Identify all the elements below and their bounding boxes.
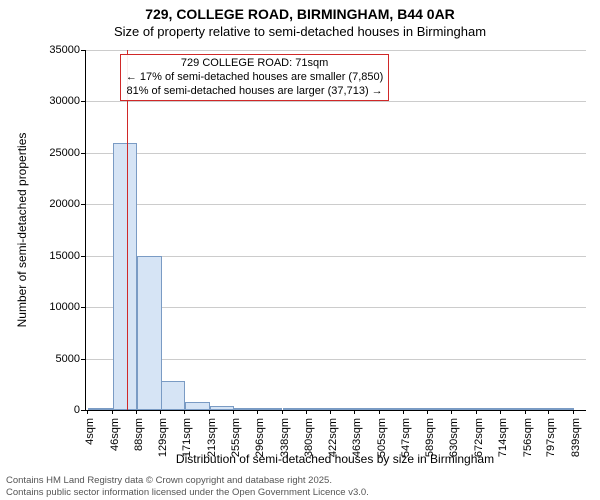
y-tick-mark [81,307,85,308]
x-tick-label: 797sqm [545,418,557,457]
histogram-bar [258,408,282,410]
chart-container: 729, COLLEGE ROAD, BIRMINGHAM, B44 0AR S… [0,0,600,500]
x-tick-label: 255sqm [230,418,242,457]
histogram-bar [137,256,161,410]
x-tick-mark [403,410,404,414]
x-tick-label: 338sqm [279,418,291,457]
x-tick-label: 296sqm [254,418,266,457]
x-tick-mark [233,410,234,414]
y-tick-mark [81,101,85,102]
y-axis-label: Number of semi-detached properties [15,133,29,328]
x-tick-label: 129sqm [157,418,169,457]
x-tick-mark [136,410,137,414]
y-tick-mark [81,204,85,205]
histogram-bar [234,408,258,410]
x-tick-mark [451,410,452,414]
x-tick-mark [87,410,88,414]
histogram-bar [161,381,185,410]
histogram-bar [477,408,501,410]
x-tick-mark [476,410,477,414]
chart-title-line1: 729, COLLEGE ROAD, BIRMINGHAM, B44 0AR [0,6,600,22]
histogram-bar [307,408,331,410]
histogram-bar [526,408,550,410]
histogram-bar [404,408,428,410]
histogram-bar [331,408,355,410]
x-tick-label: 380sqm [303,418,315,457]
y-tick-label: 20000 [30,198,80,210]
gridline [86,50,586,51]
histogram-bar [210,406,234,410]
x-tick-label: 4sqm [84,418,96,445]
x-tick-label: 714sqm [497,418,509,457]
annotation-line: 81% of semi-detached houses are larger (… [126,85,383,99]
x-tick-mark [209,410,210,414]
y-tick-mark [81,50,85,51]
x-tick-label: 839sqm [570,418,582,457]
x-tick-label: 672sqm [473,418,485,457]
x-tick-label: 505sqm [376,418,388,457]
footer-line1: Contains HM Land Registry data © Crown c… [6,475,369,486]
annotation-line: ← 17% of semi-detached houses are smalle… [126,71,383,85]
y-tick-label: 5000 [30,353,80,365]
gridline [86,204,586,205]
gridline [86,101,586,102]
gridline [86,153,586,154]
y-tick-label: 25000 [30,147,80,159]
x-tick-mark [306,410,307,414]
x-tick-mark [112,410,113,414]
histogram-bar [428,408,452,410]
x-tick-mark [573,410,574,414]
x-tick-label: 213sqm [206,418,218,457]
x-tick-label: 46sqm [109,418,121,451]
y-tick-mark [81,359,85,360]
x-tick-label: 630sqm [448,418,460,457]
x-tick-label: 422sqm [327,418,339,457]
property-marker-line [127,50,128,410]
x-tick-mark [257,410,258,414]
x-tick-label: 88sqm [133,418,145,451]
x-tick-mark [282,410,283,414]
annotation-box: 729 COLLEGE ROAD: 71sqm← 17% of semi-det… [120,54,389,101]
x-tick-mark [500,410,501,414]
x-tick-mark [525,410,526,414]
annotation-line: 729 COLLEGE ROAD: 71sqm [126,57,383,71]
x-tick-label: 547sqm [400,418,412,457]
y-tick-label: 0 [30,404,80,416]
histogram-bar [501,408,525,410]
x-tick-mark [548,410,549,414]
y-tick-label: 15000 [30,250,80,262]
histogram-bar [380,408,404,410]
plot-area [85,50,586,411]
histogram-bar [452,408,476,410]
y-tick-label: 10000 [30,301,80,313]
x-tick-label: 171sqm [181,418,193,457]
y-tick-mark [81,256,85,257]
x-tick-mark [379,410,380,414]
y-tick-label: 30000 [30,95,80,107]
x-tick-mark [184,410,185,414]
x-tick-mark [427,410,428,414]
histogram-bar [185,402,209,410]
x-tick-label: 756sqm [522,418,534,457]
x-tick-label: 463sqm [351,418,363,457]
histogram-bar [113,143,137,410]
y-tick-label: 35000 [30,44,80,56]
x-tick-mark [330,410,331,414]
histogram-bar [88,408,112,410]
histogram-bar [549,408,573,410]
histogram-bar [283,408,307,410]
chart-title-line2: Size of property relative to semi-detach… [0,24,600,39]
x-tick-mark [160,410,161,414]
footer-attribution: Contains HM Land Registry data © Crown c… [6,475,369,498]
y-tick-mark [81,410,85,411]
histogram-bar [355,408,379,410]
y-tick-mark [81,153,85,154]
footer-line2: Contains public sector information licen… [6,487,369,498]
x-tick-label: 589sqm [424,418,436,457]
x-tick-mark [354,410,355,414]
